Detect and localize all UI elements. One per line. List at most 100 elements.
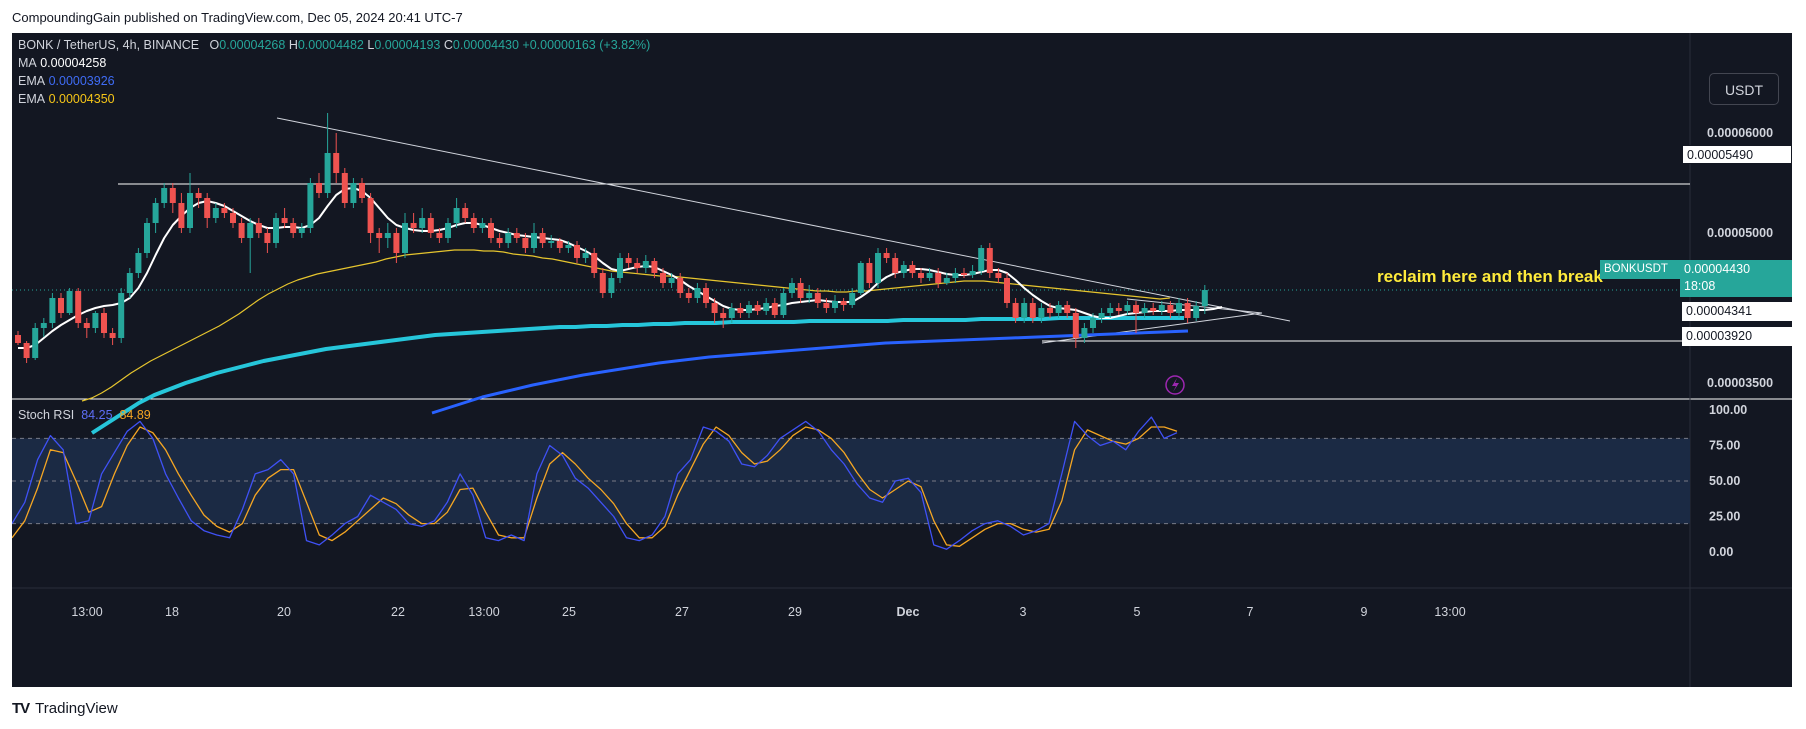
candle-down — [840, 301, 847, 305]
candle-up — [1141, 308, 1148, 313]
stoch-axis-tick: 25.00 — [1709, 510, 1740, 524]
candle-down — [1047, 308, 1053, 313]
candle-down — [866, 263, 873, 283]
candle-down — [221, 208, 228, 213]
candle-up — [419, 218, 426, 228]
candle-up — [565, 245, 572, 248]
candle-up — [445, 223, 451, 238]
legend-stoch-rsi[interactable]: Stoch RSI 84.25 84.89 — [18, 408, 151, 422]
candle-up — [1158, 305, 1165, 311]
publish-header: CompoundingGain published on TradingView… — [12, 10, 463, 25]
candle-up — [746, 305, 752, 313]
candle-up — [849, 293, 856, 305]
stoch-axis-tick: 75.00 — [1709, 439, 1740, 453]
symbol-tag: BONKUSDT — [1600, 260, 1680, 279]
candle-up — [384, 233, 391, 238]
candle-down — [711, 303, 718, 313]
time-axis-tick: 22 — [391, 605, 405, 619]
candle-down — [1004, 278, 1010, 303]
chart-svg[interactable]: 0.000060000.000050000.000045000.00004000… — [12, 33, 1792, 687]
candle-down — [195, 193, 202, 198]
candle-down — [1167, 305, 1174, 313]
candle-down — [496, 238, 503, 243]
time-axis-tick: 20 — [277, 605, 291, 619]
candle-down — [677, 278, 684, 293]
candle-up — [978, 248, 985, 271]
time-axis-tick: 9 — [1361, 605, 1368, 619]
candle-down — [556, 241, 563, 248]
candle-down — [1064, 305, 1071, 313]
candle-up — [307, 183, 314, 228]
legend-ema1-value: 0.00003926 — [48, 74, 115, 88]
candle-up — [531, 233, 537, 248]
candle-up — [694, 288, 701, 298]
time-axis-tick: 25 — [562, 605, 576, 619]
candle-down — [75, 291, 82, 323]
legend-close: 0.00004430 — [452, 38, 519, 52]
time-axis-tick: 13:00 — [1434, 605, 1465, 619]
candle-down — [238, 223, 245, 238]
currency-button[interactable]: USDT — [1709, 73, 1779, 105]
lightning-badge-icon — [1165, 375, 1185, 395]
candle-down — [290, 223, 297, 233]
ema-slow-line — [431, 329, 1189, 415]
lightning-icon — [1172, 378, 1179, 392]
candle-down — [754, 305, 761, 311]
candle-up — [66, 291, 73, 313]
candle-down — [1150, 308, 1157, 311]
hline-label-top: 0.00005490 — [1682, 145, 1792, 164]
annotation-text[interactable]: reclaim here and then break — [1377, 267, 1603, 286]
candle-up — [402, 223, 408, 253]
legend-ema-1[interactable]: EMA 0.00003926 — [18, 74, 115, 88]
price-axis-tick: 0.00006000 — [1707, 126, 1773, 140]
candle-up — [582, 253, 589, 258]
candle-up — [608, 278, 615, 293]
candle-up — [118, 293, 125, 338]
candle-down — [1029, 303, 1036, 318]
candle-down — [23, 343, 30, 358]
candle-down — [1184, 303, 1191, 318]
candle-down — [909, 265, 916, 273]
stoch-band — [12, 438, 1690, 524]
candle-up — [152, 203, 159, 223]
candle-up — [505, 233, 512, 243]
candle-down — [591, 253, 598, 273]
candle-up — [780, 293, 787, 315]
candle-down — [427, 218, 434, 233]
candle-down — [393, 233, 400, 253]
time-axis-tick: 13:00 — [71, 605, 102, 619]
legend-ema-2[interactable]: EMA 0.00004350 — [18, 92, 115, 106]
footer: TV TradingView — [12, 700, 118, 717]
candle-down — [264, 233, 271, 243]
candle-down — [651, 261, 658, 273]
candle-up — [789, 283, 795, 293]
candle-down — [15, 335, 21, 343]
candle-down — [83, 323, 90, 328]
price-axis-tick: 0.00005000 — [1707, 226, 1773, 240]
candle-up — [212, 208, 219, 218]
candle-up — [479, 223, 486, 228]
candle-up — [350, 183, 357, 203]
candle-down — [771, 303, 778, 315]
candle-up — [1124, 305, 1131, 311]
candle-up — [1090, 318, 1096, 328]
candle-up — [943, 278, 950, 283]
legend-ma[interactable]: MA 0.00004258 — [18, 56, 107, 70]
candle-down — [539, 233, 546, 243]
chart-area[interactable]: 0.000060000.000050000.000045000.00004000… — [12, 33, 1792, 687]
candle-up — [32, 328, 39, 358]
candle-up — [144, 223, 150, 253]
time-axis-tick: 18 — [165, 605, 179, 619]
legend-ma-value: 0.00004258 — [40, 56, 107, 70]
candle-up — [1055, 305, 1062, 313]
candle-up — [324, 153, 331, 193]
legend-ema2-value: 0.00004350 — [48, 92, 115, 106]
candle-up — [642, 261, 649, 268]
stoch-k-value: 84.25 — [81, 408, 113, 422]
candle-down — [1115, 308, 1122, 311]
hline-label-bottom: 0.00003920 — [1682, 327, 1792, 346]
candle-down — [720, 313, 727, 318]
stoch-axis-tick: 100.00 — [1709, 403, 1747, 417]
candle-up — [952, 273, 959, 278]
candle-down — [333, 153, 340, 173]
